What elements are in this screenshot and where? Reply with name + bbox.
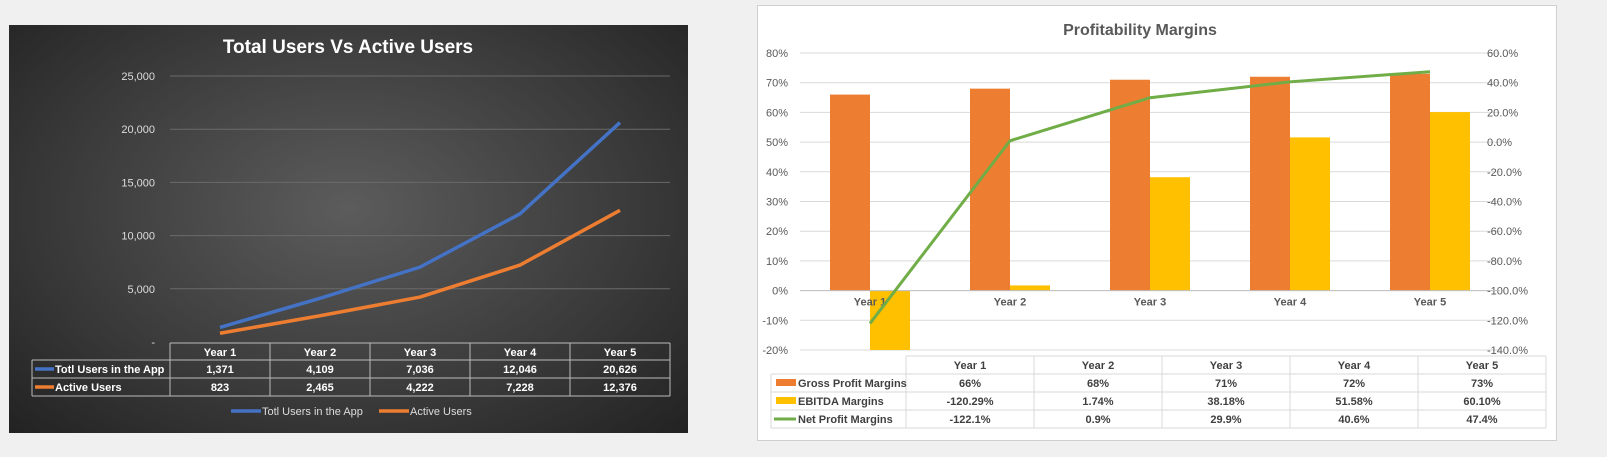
y2-tick-label: 0.0% [1487,137,1512,149]
y2-tick-label: -120.0% [1487,315,1528,327]
category-label: Year 3 [1134,297,1166,309]
legend-label: Totl Users in the App [262,406,363,418]
cell-value: 29.9% [1210,414,1241,426]
cell-value: 12,376 [603,382,637,394]
cell-value: 66% [959,378,981,390]
row-label: Gross Profit Margins [798,378,907,390]
cell-value: 7,036 [406,364,434,376]
table-header: Year 4 [1338,360,1371,372]
y2-tick-label: -60.0% [1487,226,1522,238]
chart-title: Total Users Vs Active Users [223,37,473,58]
bar-1 [1430,112,1470,291]
y2-tick-label: -100.0% [1487,286,1528,298]
cell-value: -122.1% [950,414,991,426]
profitability-chart: Profitability Margins -20% -10% 0% 10% 20% 30%… [762,22,1547,429]
cell-value: 1,371 [206,364,234,376]
y2-tick-label: -20.0% [1487,167,1522,179]
cell-value: 7,228 [506,382,534,394]
cell-value: 1.74% [1082,396,1113,408]
cell-value: 20,626 [603,364,637,376]
cell-value: 73% [1471,378,1493,390]
users-chart-panel: Total Users Vs Active Users - 5,000 10,000 1… [9,25,688,433]
y-tick-label: 60% [766,107,788,119]
category-label: Year 3 [404,347,436,359]
cell-value: -120.29% [946,396,993,408]
table-header: Year 3 [1210,360,1242,372]
y-tick-label: 40% [766,167,788,179]
y2-tick-label: -80.0% [1487,256,1522,268]
cell-value: 823 [211,382,229,394]
profitability-chart-panel: Profitability Margins -20% -10% 0% 10% 20% 30%… [757,5,1557,441]
y2-tick-label: 40.0% [1487,78,1518,90]
y-tick-label: 20,000 [121,124,155,136]
y-tick-label: -10% [762,315,788,327]
y2-tick-label: -140.0% [1487,345,1528,357]
bar-0 [1250,76,1290,291]
cell-value: 51.58% [1335,396,1373,408]
y-tick-label: 50% [766,137,788,149]
bar-1 [1290,137,1330,291]
y2-tick-label: 20.0% [1487,107,1518,119]
category-label: Year 4 [1274,297,1307,309]
y-tick-label: 10% [766,256,788,268]
row-label: Net Profit Margins [798,414,893,426]
cell-value: 68% [1087,378,1109,390]
y-tick-label: 20% [766,226,788,238]
legend-key-1 [776,397,796,404]
y-tick-label: 25,000 [121,71,155,83]
table-header: Year 5 [1466,360,1498,372]
bar-0 [1390,73,1430,291]
cell-value: 4,109 [306,364,334,376]
cell-value: 72% [1343,378,1365,390]
category-label: Year 2 [304,347,336,359]
y-tick-label: 15,000 [121,177,155,189]
cell-value: 4,222 [406,382,434,394]
category-label: Year 2 [994,297,1026,309]
bar-1 [1150,177,1190,291]
y-tick-label: 70% [766,78,788,90]
y-tick-label: -20% [762,345,788,357]
cell-value: 2,465 [306,382,334,394]
category-label: Year 4 [504,347,537,359]
y-tick-label: - [151,337,155,349]
bar-0 [1110,79,1150,291]
users-chart: Total Users Vs Active Users - 5,000 10,000 1… [31,37,671,418]
y-tick-label: 10,000 [121,231,155,243]
cell-value: 47.4% [1466,414,1497,426]
cell-value: 12,046 [503,364,537,376]
chart-title: Profitability Margins [1063,22,1217,39]
row-label: EBITDA Margins [798,396,884,408]
category-label: Year 1 [204,347,236,359]
category-label: Year 1 [854,297,886,309]
legend-label: Active Users [410,406,472,418]
category-label: Year 5 [604,347,636,359]
category-label: Year 5 [1414,297,1446,309]
cell-value: 0.9% [1085,414,1110,426]
y-tick-label: 5,000 [127,284,155,296]
cell-value: 71% [1215,378,1237,390]
cell-value: 60.10% [1463,396,1501,408]
y2-tick-label: 60.0% [1487,48,1518,60]
y-tick-label: 30% [766,197,788,209]
series-line-1 [219,208,621,335]
cell-value: 38.18% [1207,396,1245,408]
y2-tick-label: -40.0% [1487,197,1522,209]
row-label: Totl Users in the App [55,364,165,376]
series-line-0 [219,121,622,330]
cell-value: 40.6% [1338,414,1369,426]
legend-key-0 [776,379,796,386]
table-header: Year 2 [1082,360,1114,372]
table-header: Year 1 [954,360,986,372]
bar-0 [830,94,870,291]
row-label: Active Users [55,382,122,394]
y-tick-label: 80% [766,48,788,60]
bar-0 [970,88,1010,291]
series-line-net-profit [868,70,1431,325]
y-tick-label: 0% [772,286,788,298]
bar-1 [870,290,910,350]
bar-1 [1010,285,1050,291]
